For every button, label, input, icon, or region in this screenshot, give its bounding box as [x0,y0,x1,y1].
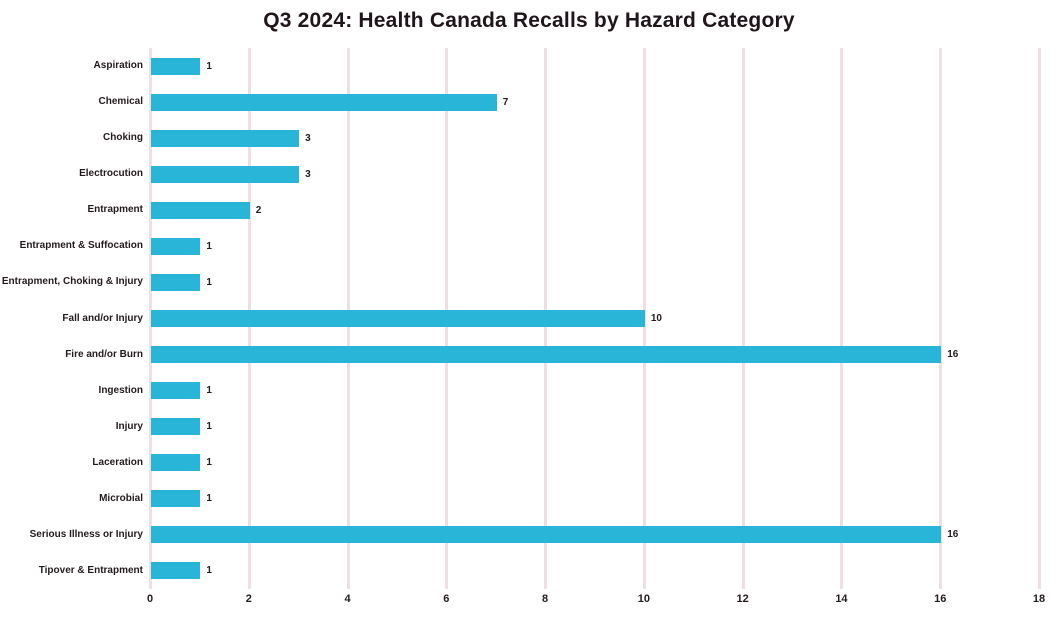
category-label: Entrapment, Choking & Injury [1,276,143,288]
category-label: Tipover & Entrapment [38,564,143,576]
bar [151,237,201,255]
category-label: Microbial [99,492,143,504]
gridline [939,48,943,589]
value-label: 1 [206,60,212,72]
category-label: Fall and/or Injury [62,312,143,324]
bar [151,418,201,436]
value-label: 1 [206,565,212,577]
bar [151,490,201,508]
gridline [1038,48,1041,589]
category-label: Laceration [92,456,143,468]
bar [151,454,201,472]
x-tick-label: 18 [1032,593,1046,605]
x-tick-label: 8 [542,593,549,605]
x-tick-label: 6 [443,593,450,605]
bar [151,526,942,544]
category-label: Entrapment [87,204,143,216]
bar [151,129,300,147]
plot-area: 1 7 3 3 2 1 1 10 16 1 1 1 1 16 1 [149,48,1041,589]
value-label: 1 [206,385,212,397]
gridline [741,48,745,589]
value-label: 10 [650,313,662,324]
bar [151,165,300,183]
value-label: 1 [206,457,212,469]
value-label: 3 [305,132,311,144]
bar [151,382,201,400]
y-axis-labels: Aspiration Chemical Choking Electrocution En… [0,48,143,589]
x-tick-label: 4 [344,593,351,605]
category-label: Entrapment & Suffocation [19,240,143,252]
category-label: Aspiration [93,60,143,72]
bar [151,310,645,327]
x-tick-label: 14 [835,593,848,605]
category-label: Fire and/or Burn [65,348,143,360]
value-label: 2 [255,204,262,216]
bar [151,273,201,291]
category-label: Choking [103,132,143,144]
bar [151,562,201,580]
value-label: 3 [305,168,311,180]
gridline [149,48,152,589]
value-label: 7 [502,96,509,108]
x-tick-label: 2 [245,593,252,605]
x-tick-label: 0 [146,593,154,605]
value-label: 16 [947,349,959,361]
category-label: Chemical [98,96,143,108]
category-label: Injury [115,420,143,432]
x-tick-label: 10 [637,593,650,605]
value-label: 16 [947,529,959,541]
value-label: 1 [206,276,212,288]
bar [151,93,497,111]
value-label: 1 [206,240,212,252]
gridline [840,48,844,589]
x-tick-label: 12 [736,593,749,605]
category-label: Ingestion [98,384,143,396]
category-label: Serious Illness or Injury [29,528,143,540]
x-axis-labels: 0 2 4 6 8 10 12 14 16 18 [0,593,1058,613]
x-tick-label: 16 [934,593,947,605]
category-label: Electrocution [79,168,143,180]
chart-title: Q3 2024: Health Canada Recalls by Hazard… [263,9,795,32]
value-label: 1 [206,421,212,433]
bar [151,57,201,75]
bar [151,346,942,364]
value-label: 1 [206,493,212,505]
bar [151,201,250,219]
